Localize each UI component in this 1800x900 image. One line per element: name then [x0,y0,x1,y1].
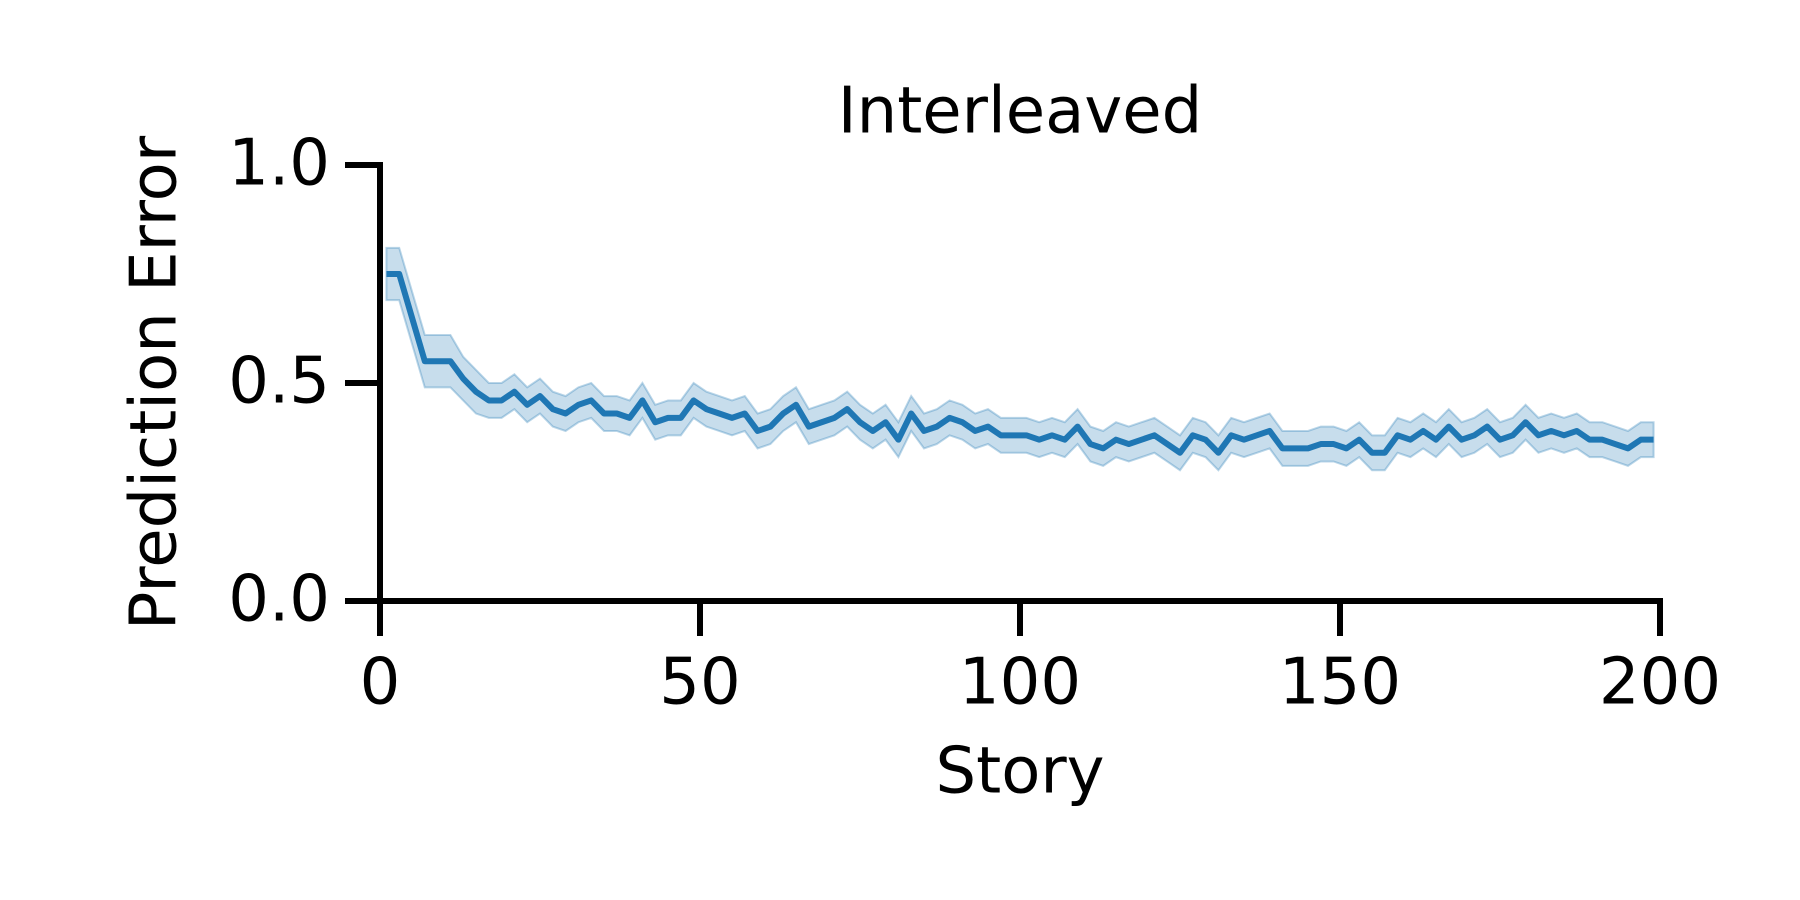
confidence-band [385,246,1655,472]
y-tick-label: 0.5 [228,345,330,419]
x-tick-label: 0 [360,646,401,720]
y-tick-label: 0.0 [228,563,330,637]
x-tick-label: 150 [1279,646,1401,720]
data-line [386,271,1654,456]
x-axis-label: Story [935,735,1104,809]
x-tick-label: 200 [1599,646,1721,720]
x-tick-label: 50 [659,646,740,720]
x-tick-label: 100 [959,646,1081,720]
y-tick-label: 1.0 [228,127,330,201]
chart-title: Interleaved [838,75,1202,149]
y-axis-label: Prediction Error [118,135,192,630]
